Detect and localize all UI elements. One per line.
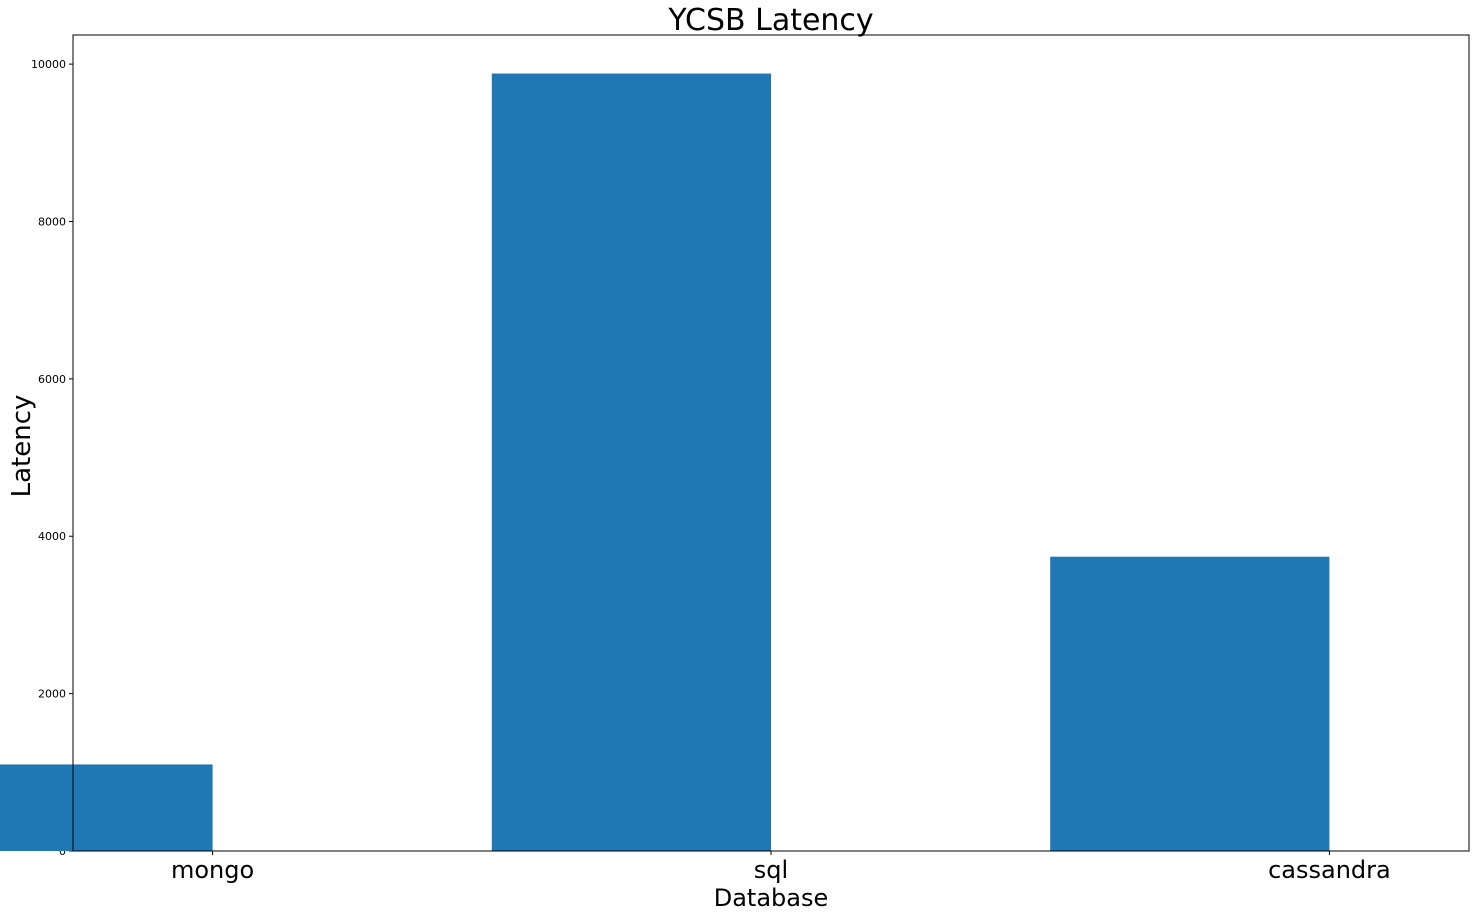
x-tick-label: sql <box>754 856 788 884</box>
y-tick-label: 2000 <box>38 688 66 701</box>
y-tick-label: 6000 <box>38 373 66 386</box>
y-tick-label: 10000 <box>31 58 66 71</box>
x-tick-label: cassandra <box>1268 856 1391 884</box>
y-tick-label: 0 <box>59 845 66 858</box>
y-axis-label: Latency <box>7 395 37 498</box>
x-axis-label: Database <box>714 884 829 912</box>
y-axis-ticks: 0 2000 4000 6000 8000 10000 <box>31 58 73 858</box>
bar-mongo <box>0 764 213 851</box>
bar-cassandra <box>1050 556 1330 851</box>
y-tick-label: 4000 <box>38 530 66 543</box>
x-axis-ticks: mongo sql cassandra <box>171 851 1391 884</box>
bars <box>0 73 1330 852</box>
chart-title: YCSB Latency <box>667 3 873 38</box>
y-tick-label: 8000 <box>38 215 66 228</box>
bar-sql <box>491 73 771 852</box>
plot-frame <box>72 34 1470 852</box>
x-tick-label: mongo <box>171 856 254 884</box>
